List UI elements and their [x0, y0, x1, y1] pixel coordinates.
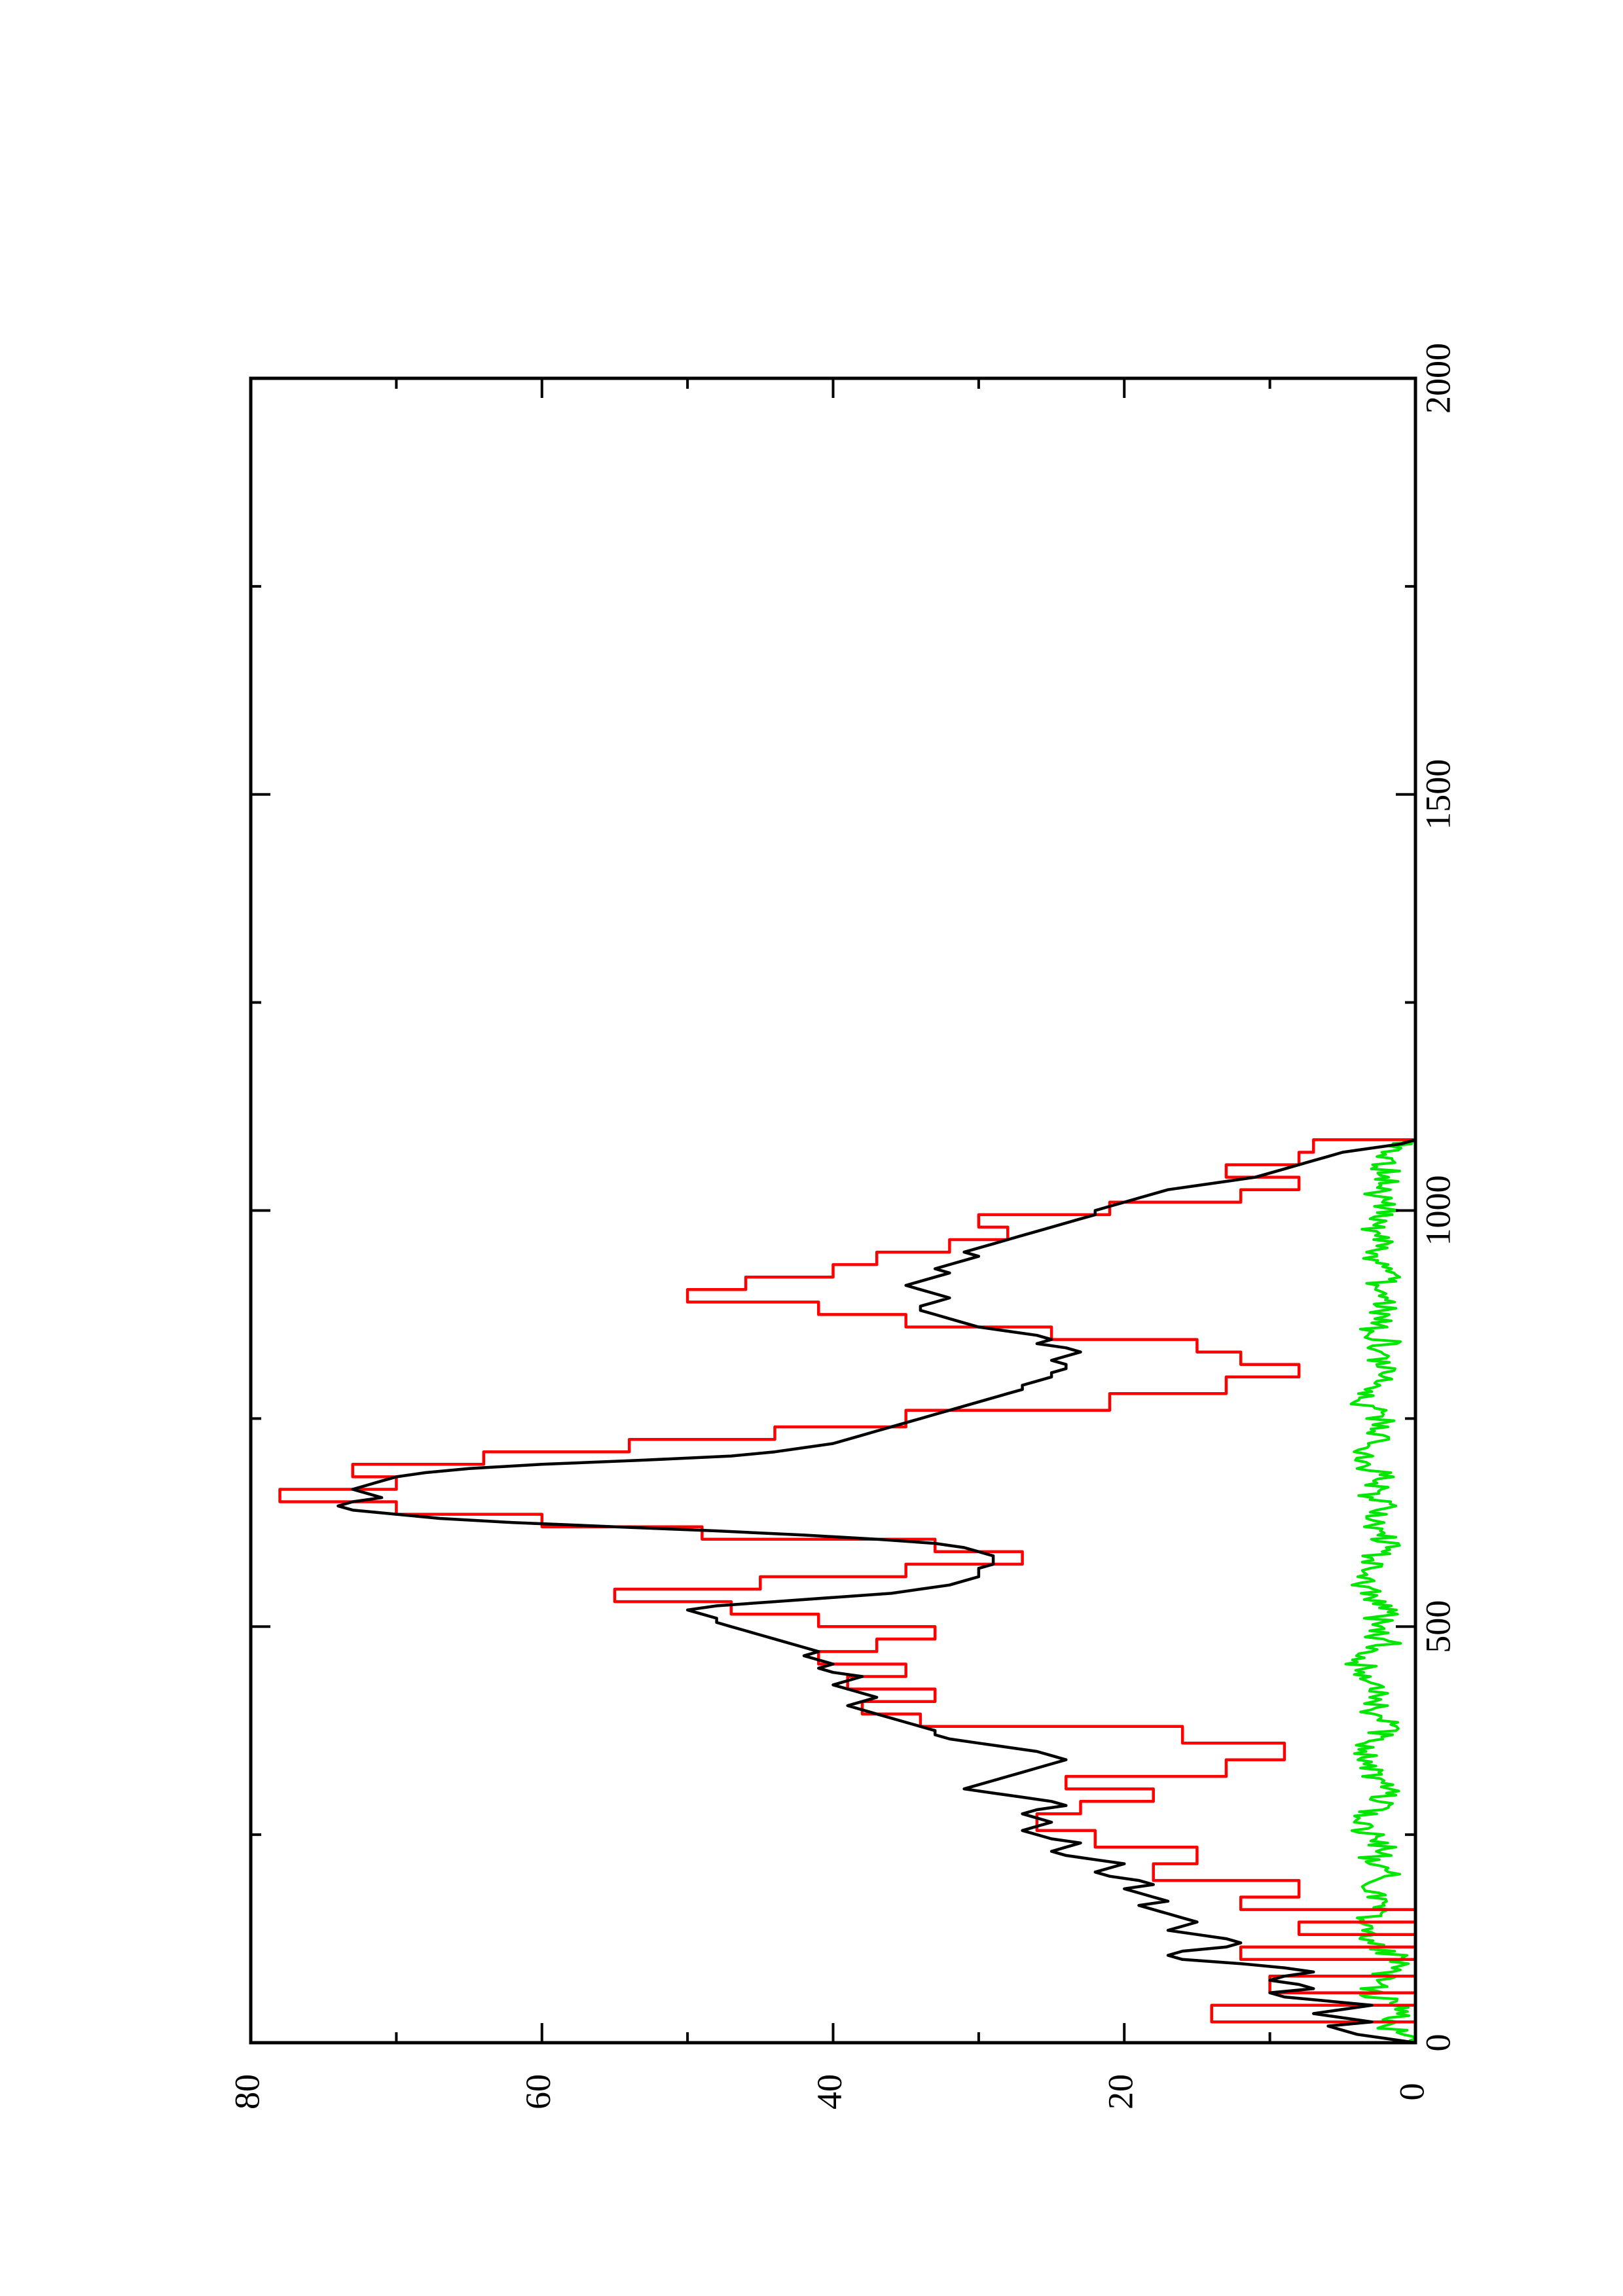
x-tick-label: 1000	[1418, 1175, 1457, 1246]
x-tick-label: 1500	[1418, 759, 1457, 830]
axis-layer: 0 500 1000 1500 2000 0 20 40 60 80	[227, 343, 1457, 2109]
series-line-1	[278, 1138, 1417, 2045]
x-tick-label: 2000	[1418, 343, 1457, 414]
series-line-2	[1344, 1138, 1417, 2044]
series-line-0	[337, 1138, 1417, 2045]
x-tick-label: 500	[1418, 1600, 1457, 1653]
y-tick-label: 20	[1101, 2074, 1140, 2109]
plot-layer	[278, 1138, 1417, 2045]
y-tick-label: 80	[227, 2074, 266, 2109]
y-tick-label: 0	[1392, 2083, 1431, 2101]
plot-frame	[249, 376, 1417, 2045]
x-tick-label: 0	[1418, 2034, 1457, 2052]
y-tick-label: 40	[810, 2074, 849, 2109]
y-tick-label: 60	[519, 2074, 558, 2109]
